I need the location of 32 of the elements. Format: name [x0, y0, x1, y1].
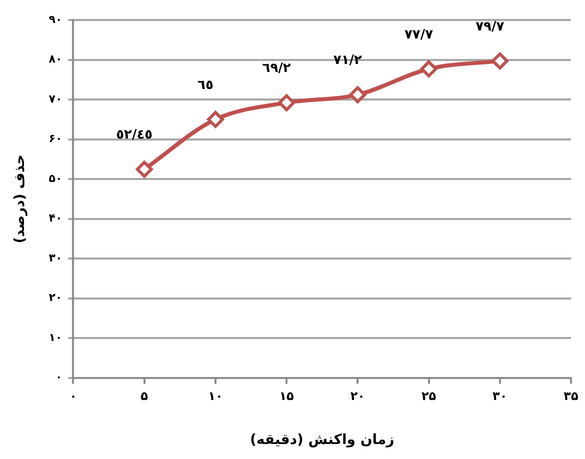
point	[206, 110, 224, 128]
x-tick-label: ۱۵	[279, 389, 294, 404]
y-axis-title: حذف (درصد)	[12, 154, 28, 244]
data-label: ٧١/٢	[333, 53, 362, 68]
y-tick-label: ۹۰	[48, 12, 62, 26]
data-label: ٦٩/٢	[262, 61, 291, 76]
x-tick-label: ۲۰	[350, 389, 365, 404]
x-tick-label: ۰	[70, 389, 77, 404]
point	[420, 60, 438, 78]
x-tick-label: ۱۰	[208, 389, 223, 404]
data-label: ٧٩/٧	[476, 19, 504, 34]
x-tick-label: ۵	[140, 389, 148, 404]
y-tick-label: ۷۰	[48, 92, 62, 106]
y-tick-label: ۳۰	[48, 251, 62, 264]
y-tick-label: ۵۰	[48, 172, 62, 185]
y-tick-label: ۶۰	[48, 132, 62, 146]
point	[491, 52, 508, 70]
x-tick-label: ۲۵	[421, 389, 436, 404]
data-label: ٧٧/٧	[404, 27, 434, 42]
y-tick-label: ۱۰	[48, 330, 62, 344]
point	[278, 94, 296, 112]
x-axis-title: زمان واکنش (دقیقه)	[250, 432, 394, 448]
data-label: ٥٢/٤٥	[116, 128, 153, 143]
y-tick-label: ۲۰	[48, 291, 62, 304]
data-label: ٦٥	[198, 78, 214, 93]
y-tick-label: ۴۰	[48, 212, 62, 225]
x-tick-label: ۳۰	[492, 389, 508, 404]
y-tick-label: ۸۰	[48, 52, 62, 66]
point	[136, 160, 153, 178]
point	[349, 86, 366, 104]
y-tick-label: ۰	[56, 370, 62, 384]
x-tick-label: ۳۵	[564, 389, 578, 404]
